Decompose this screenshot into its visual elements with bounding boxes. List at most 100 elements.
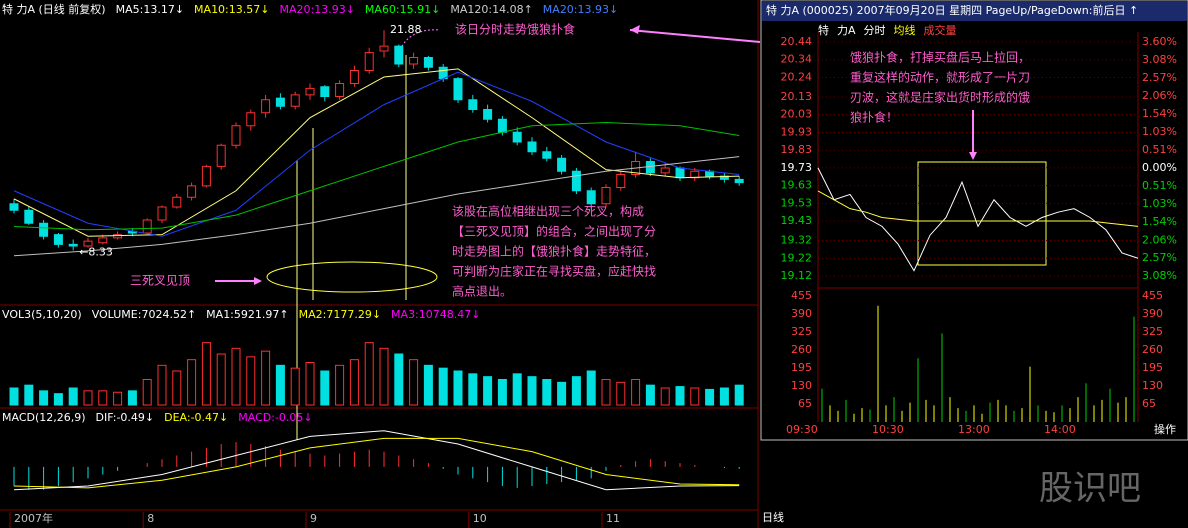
candle-body: [379, 45, 389, 52]
vol-tick-label: 195: [791, 361, 812, 374]
y2-tick-label: 1.54%: [1142, 107, 1177, 120]
tab[interactable]: 分时: [864, 24, 886, 37]
watermark: 股识吧: [1039, 469, 1141, 509]
indicator-label: VOLUME:7024.52↑: [92, 308, 196, 321]
y2-tick-label: 0.51%: [1142, 143, 1177, 156]
volume-bar: [68, 387, 78, 406]
candle-body: [423, 57, 433, 68]
volume-bar: [261, 350, 271, 406]
indicator-label: MA2:7177.29↓: [299, 308, 381, 321]
y2-tick-label: 1.03%: [1142, 125, 1177, 138]
annotation: 刃波，这就是庄家出货时形成的饿: [850, 90, 1030, 105]
candle-body: [335, 83, 345, 97]
vol-tick-label: 390: [791, 307, 812, 320]
volume-bar: [231, 347, 241, 406]
candle-body: [290, 94, 300, 107]
candle-body: [305, 87, 315, 96]
candle-body: [320, 86, 330, 97]
candle-body: [231, 125, 241, 146]
volume-bar: [557, 381, 567, 406]
indicator-label: MA20:13.93↓: [279, 3, 354, 16]
candle-body: [187, 185, 197, 198]
volume-bar: [98, 390, 108, 406]
candle-body: [157, 206, 167, 221]
time-label: 09:30: [786, 423, 818, 436]
volume-bar: [379, 347, 389, 406]
y2-tick-label: 3.08%: [1142, 269, 1177, 282]
candle-body: [571, 170, 581, 192]
vol-tick-label: 130: [1142, 379, 1163, 392]
indicator-label: DEA:-0.47↓: [164, 411, 228, 424]
annotation: 狼扑食！: [850, 110, 898, 125]
candle-body: [275, 97, 285, 107]
macd-line: [13, 437, 740, 489]
candle-body: [113, 234, 123, 239]
tab[interactable]: 均线: [894, 23, 916, 37]
indicator-label: MA120:14.08↑: [450, 3, 532, 16]
candle-body: [201, 165, 211, 187]
action-button[interactable]: 操作: [1154, 422, 1176, 436]
time-label: 14:00: [1044, 423, 1076, 436]
price-line: [817, 167, 1139, 272]
candle-body: [53, 234, 63, 245]
vol-tick-label: 130: [791, 379, 812, 392]
volume-bar: [275, 364, 285, 406]
ma-line: [13, 121, 740, 231]
candle-body: [9, 203, 19, 211]
high-label: 21.88: [390, 23, 422, 36]
time-label: 13:00: [958, 423, 990, 436]
candle-body: [349, 70, 359, 84]
tab[interactable]: 特: [818, 23, 829, 37]
y2-tick-label: 2.06%: [1142, 89, 1177, 102]
volume-bar: [305, 362, 315, 406]
y2-tick-label: 3.60%: [1142, 35, 1177, 48]
candle-body: [172, 196, 182, 208]
y2-tick-label: 2.57%: [1142, 251, 1177, 264]
candle-body: [24, 209, 34, 224]
annotation: 高点退出。: [452, 284, 512, 299]
volume-bar: [571, 376, 581, 406]
indicator-label: 特 力A (日线 前复权): [2, 2, 106, 16]
volume-bar: [631, 379, 641, 406]
candle-body: [675, 167, 685, 179]
volume-bar: [113, 391, 123, 406]
volume-bar: [349, 359, 359, 406]
y-tick-label: 19.22: [781, 251, 813, 264]
vol-tick-label: 260: [791, 343, 812, 356]
y-tick-label: 19.83: [781, 143, 813, 156]
intraday-window: [760, 0, 1188, 441]
candle-body: [497, 118, 507, 133]
candle-body: [39, 222, 49, 237]
volume-bar: [216, 353, 226, 406]
tab[interactable]: 成交量: [924, 23, 957, 37]
volume-bar: [335, 364, 345, 406]
volume-bar: [290, 367, 300, 406]
y-tick-label: 19.12: [781, 269, 813, 282]
volume-bar: [542, 379, 552, 406]
annotation: 时走势图上的【饿狼扑食】走势特征，: [452, 244, 656, 259]
volume-bar: [187, 359, 197, 406]
candle-body: [83, 240, 93, 247]
y2-tick-label: 1.54%: [1142, 215, 1177, 228]
vol-tick-label: 65: [798, 397, 812, 410]
highlight-ellipse: [266, 261, 438, 293]
tab[interactable]: 力A: [837, 24, 856, 37]
volume-bar: [246, 356, 256, 406]
volume-bar: [705, 388, 715, 406]
volume-bar: [142, 379, 152, 406]
y-tick-label: 20.44: [781, 35, 813, 48]
vol-tick-label: 325: [791, 325, 812, 338]
candle-body: [734, 178, 744, 184]
indicator-label: MA60:15.91↓: [365, 3, 440, 16]
annotation: 【三死叉见顶】的组合，之间出现了分: [452, 224, 656, 239]
annotation: 三死叉见顶: [130, 274, 190, 288]
candle-body: [409, 57, 419, 65]
average-line: [817, 190, 1139, 227]
candle-body: [468, 99, 478, 110]
volume-bar: [690, 387, 700, 406]
volume-bar: [423, 364, 433, 406]
y-tick-label: 19.32: [781, 234, 813, 247]
volume-bar: [468, 373, 478, 406]
date-label: 9: [310, 512, 317, 525]
